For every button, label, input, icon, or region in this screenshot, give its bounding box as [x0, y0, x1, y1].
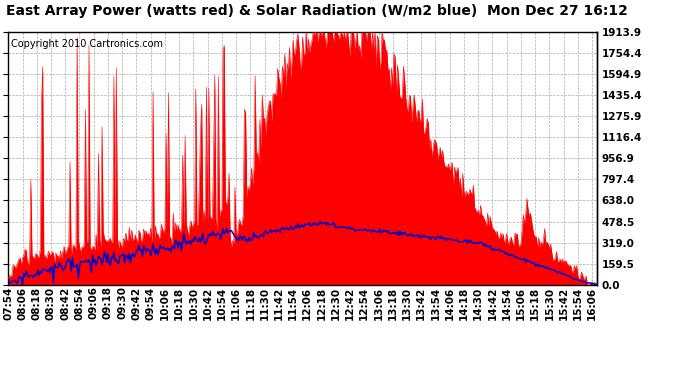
Text: Copyright 2010 Cartronics.com: Copyright 2010 Cartronics.com: [11, 39, 164, 49]
Text: East Array Power (watts red) & Solar Radiation (W/m2 blue)  Mon Dec 27 16:12: East Array Power (watts red) & Solar Rad…: [6, 4, 629, 18]
